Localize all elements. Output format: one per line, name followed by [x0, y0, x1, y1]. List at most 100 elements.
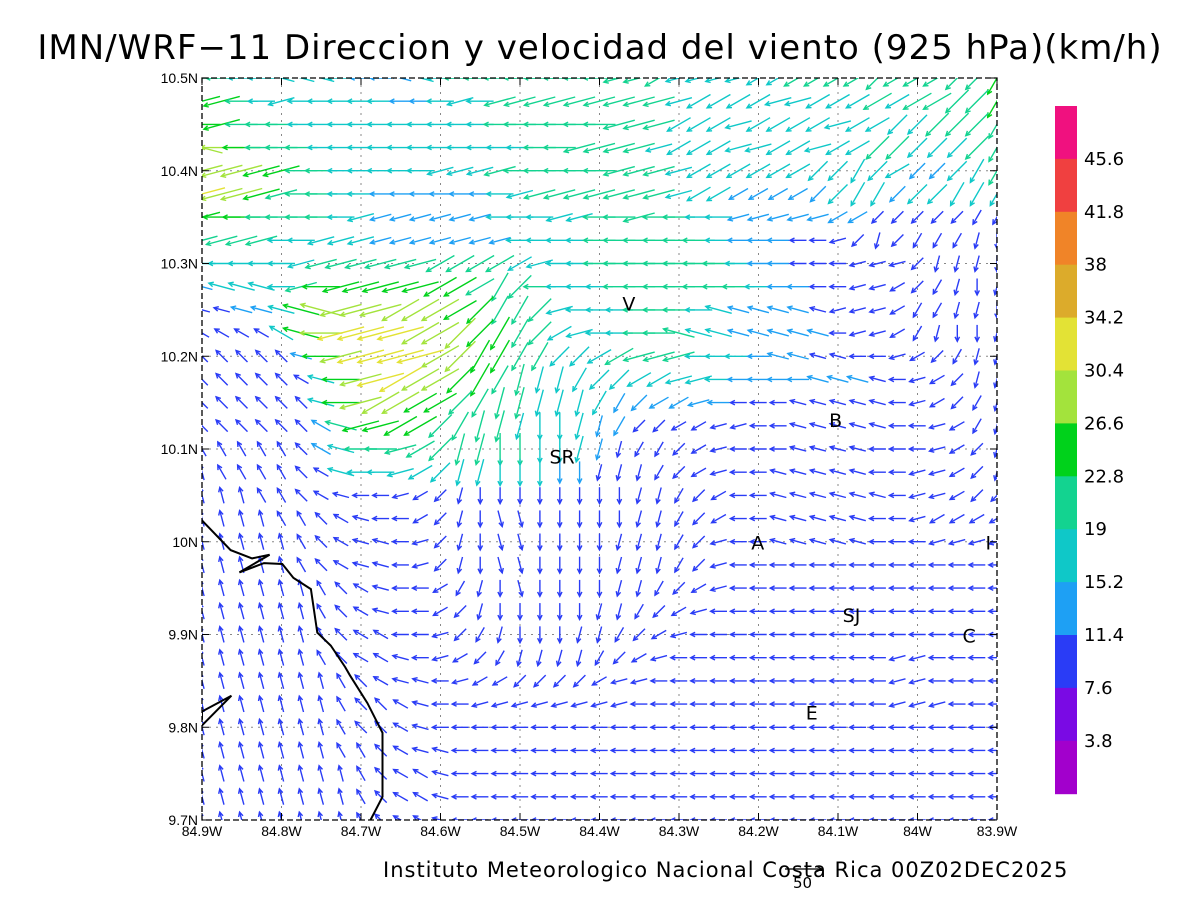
wind-arrow: [972, 418, 982, 435]
wind-arrow: [827, 160, 848, 182]
place-label: B: [829, 410, 842, 432]
wind-arrowhead: [412, 791, 419, 798]
wind-arrow-shaft: [235, 396, 248, 409]
wind-arrow: [786, 305, 809, 314]
wind-arrowhead: [496, 637, 502, 644]
wind-arrow: [569, 724, 588, 731]
wind-arrowhead: [964, 153, 971, 161]
wind-arrowhead: [448, 191, 455, 197]
wind-arrow: [908, 399, 926, 407]
wind-arrowhead: [765, 149, 772, 156]
wind-arrow: [947, 631, 966, 638]
wind-arrowhead: [948, 448, 956, 454]
wind-arrow: [629, 793, 648, 800]
wind-arrow: [522, 189, 556, 200]
wind-arrow: [912, 325, 923, 342]
wind-arrow-shaft: [644, 78, 661, 87]
wind-arrow-shaft: [202, 747, 205, 759]
wind-arrow-shaft: [497, 626, 503, 643]
wind-arrow: [642, 119, 675, 131]
wind-arrowhead: [783, 100, 791, 107]
wind-arrow-shaft: [258, 533, 265, 550]
wind-arrowhead: [745, 126, 752, 132]
wind-arrowhead: [431, 793, 438, 799]
wind-arrow: [927, 631, 946, 638]
wind-arrow: [683, 306, 713, 313]
wind-arrowhead: [728, 770, 736, 777]
wind-arrow: [786, 328, 809, 337]
wind-arrow-shaft: [929, 701, 946, 707]
wind-arrow-shaft: [849, 260, 866, 267]
wind-arrowhead: [195, 329, 200, 333]
wind-arrowhead: [218, 764, 224, 771]
wind-arrow: [428, 414, 453, 439]
wind-arrowhead: [498, 567, 504, 575]
wind-arrowhead: [444, 366, 451, 373]
wind-arrowhead: [536, 568, 543, 575]
wind-arrow-shaft: [316, 603, 327, 619]
wind-arrowhead: [237, 625, 244, 632]
wind-arrow: [629, 817, 648, 820]
wind-arrowhead: [218, 486, 224, 493]
wind-arrow-shaft: [489, 236, 511, 244]
wind-arrowhead: [385, 167, 393, 174]
wind-arrow-shaft: [636, 533, 643, 550]
wind-arrow: [254, 372, 268, 386]
wind-arrow: [218, 601, 225, 620]
wind-arrowhead: [470, 702, 478, 708]
wind-arrow-shaft: [508, 256, 532, 271]
wind-arrowhead: [912, 311, 918, 319]
wind-arrow: [908, 492, 926, 500]
wind-arrowhead: [391, 493, 398, 500]
wind-arrow-shaft: [213, 307, 230, 313]
wind-arrowhead: [236, 463, 243, 471]
wind-arrow-shaft: [674, 534, 684, 550]
wind-arrow: [948, 444, 965, 454]
wind-arrow-shaft: [674, 557, 684, 573]
x-tick-label: 84W: [903, 823, 933, 839]
wind-arrow: [788, 747, 807, 754]
wind-arrowhead: [670, 425, 677, 431]
wind-arrowhead: [661, 283, 668, 290]
wind-arrow: [412, 815, 422, 820]
wind-arrow: [331, 491, 350, 499]
wind-arrow: [569, 770, 588, 777]
wind-arrow: [296, 510, 307, 527]
wind-arrow-shaft: [447, 97, 474, 106]
wind-arrowhead: [306, 397, 314, 404]
wind-arrow: [947, 793, 966, 800]
wind-arrow: [888, 260, 906, 268]
wind-arrow: [582, 142, 616, 154]
wind-arrowhead: [786, 216, 793, 222]
wind-arrowhead: [477, 568, 484, 575]
wind-arrow-shaft: [636, 510, 643, 527]
wind-arrow-shaft: [202, 678, 205, 689]
wind-arrowhead: [768, 654, 775, 661]
wind-arrow: [510, 724, 529, 731]
wind-arrowhead: [888, 354, 895, 361]
wind-arrow-shaft: [231, 306, 253, 314]
wind-arrow-shaft: [544, 189, 576, 199]
wind-arrow: [632, 628, 646, 642]
wind-arrowhead: [692, 542, 699, 549]
wind-arrow: [828, 585, 847, 592]
wind-arrow: [654, 464, 664, 481]
wind-arrow-shaft: [616, 556, 623, 574]
wind-arrow: [970, 442, 984, 456]
wind-arrowhead: [888, 702, 895, 708]
place-label: SR: [549, 446, 574, 468]
wind-arrowhead: [546, 335, 554, 341]
wind-arrowhead: [745, 103, 752, 109]
wind-arrow: [391, 585, 409, 592]
wind-arrow: [748, 724, 767, 731]
wind-arrow: [554, 389, 564, 418]
wind-arrowhead: [576, 568, 583, 575]
wind-arrow-shaft: [337, 349, 385, 364]
wind-arrow-shaft: [492, 676, 508, 686]
wind-arrowhead: [536, 637, 543, 645]
wind-arrowhead: [445, 266, 452, 273]
wind-arrow: [947, 701, 966, 707]
wind-arrowhead: [477, 521, 484, 529]
wind-arrowhead: [947, 608, 954, 615]
wind-arrow-shaft: [705, 305, 732, 314]
